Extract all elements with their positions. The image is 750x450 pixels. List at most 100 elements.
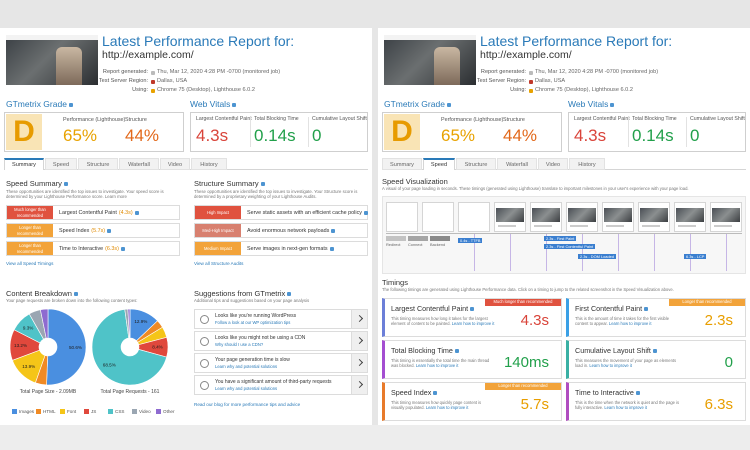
tab[interactable]: Structure bbox=[78, 158, 118, 170]
tab-label[interactable]: History bbox=[200, 162, 218, 168]
help-icon[interactable] bbox=[73, 292, 78, 297]
meta-value: Thu, Mar 12, 2020 4:28 PM -0700 (monitor… bbox=[157, 69, 281, 75]
section-title: GTmetrix Grade bbox=[384, 99, 451, 110]
meta-value: Chrome 75 (Desktop), Lighthouse 6.0.2 bbox=[157, 87, 255, 93]
suggestion-link[interactable]: Why should I use a CDN? bbox=[215, 342, 264, 347]
tab[interactable]: Waterfall bbox=[497, 158, 537, 170]
timeline-marker[interactable]: 2.3s - DOM Loaded bbox=[578, 253, 616, 260]
tab-label[interactable]: Waterfall bbox=[506, 162, 528, 168]
impact-badge-label: Much longer than recommended bbox=[14, 207, 46, 218]
tab[interactable]: Video bbox=[538, 158, 568, 170]
vitals-divider bbox=[628, 117, 629, 147]
timeline-marker[interactable]: 2.3s - First Paint bbox=[544, 235, 577, 242]
help-icon[interactable] bbox=[363, 210, 368, 215]
donut-segment bbox=[127, 308, 131, 339]
help-icon[interactable] bbox=[232, 102, 237, 107]
tab-label[interactable]: Summary bbox=[390, 162, 414, 168]
timing-card[interactable]: Total Blocking Time This timing is essent… bbox=[382, 340, 562, 379]
tab-label[interactable]: Speed bbox=[430, 162, 448, 168]
tab-label[interactable]: Structure bbox=[464, 162, 488, 168]
section-link[interactable]: Read our blog for more performance tips … bbox=[194, 402, 301, 407]
suggestion-link[interactable]: Learn why and potential solutions bbox=[215, 364, 278, 369]
phase-bar bbox=[430, 236, 450, 241]
suggestion-link[interactable]: Learn why and potential solutions bbox=[215, 386, 278, 391]
suggestion-arrow-button[interactable] bbox=[351, 354, 367, 372]
frame-text bbox=[606, 225, 624, 227]
tab-label[interactable]: Video bbox=[545, 162, 561, 168]
suggestion-link[interactable]: Follow a look at our WP optimization tip… bbox=[215, 320, 291, 325]
suggestion-arrow-button[interactable] bbox=[351, 332, 367, 350]
help-icon[interactable] bbox=[610, 102, 615, 107]
meta-value: Dallas, USA bbox=[157, 78, 188, 84]
help-icon[interactable] bbox=[433, 391, 438, 396]
timeline-marker[interactable]: 2.3s - First Contentful Paint bbox=[544, 243, 596, 250]
help-icon[interactable] bbox=[454, 349, 459, 354]
help-icon[interactable] bbox=[134, 210, 139, 215]
tab[interactable]: Speed bbox=[45, 158, 77, 170]
legend-item: HTML bbox=[36, 408, 60, 416]
summary-row-value: (5.7s) bbox=[91, 228, 106, 234]
tab-label[interactable]: Structure bbox=[86, 162, 110, 168]
tab-label[interactable]: History bbox=[578, 162, 596, 168]
legend-label: HTML bbox=[43, 409, 56, 414]
help-icon[interactable] bbox=[331, 228, 336, 233]
section-link[interactable]: View all Speed Timings bbox=[6, 261, 54, 266]
meta-icon bbox=[529, 70, 533, 75]
help-icon[interactable] bbox=[644, 307, 649, 312]
help-icon[interactable] bbox=[329, 246, 334, 251]
tab[interactable]: Waterfall bbox=[119, 158, 159, 170]
frame-hero bbox=[640, 208, 668, 222]
tab-label[interactable]: Waterfall bbox=[128, 162, 150, 168]
legend-label: JS bbox=[91, 409, 97, 414]
help-icon[interactable] bbox=[446, 102, 451, 107]
timing-card[interactable]: First Contentful Paint This is the amount… bbox=[566, 298, 746, 337]
tab[interactable]: Summary bbox=[382, 158, 422, 170]
help-icon[interactable] bbox=[287, 292, 292, 297]
report-panel: Latest Performance Report for: http://exa… bbox=[378, 28, 750, 425]
tab[interactable]: History bbox=[569, 158, 605, 170]
timing-card[interactable]: Cumulative Layout Shift This measures the… bbox=[566, 340, 746, 379]
tab-label[interactable]: Speed bbox=[52, 162, 70, 168]
impact-badge: Med-High Impact bbox=[195, 224, 241, 237]
frame-hero bbox=[496, 208, 524, 222]
suggestion-arrow-button[interactable] bbox=[351, 310, 367, 328]
tab-label[interactable]: Video bbox=[167, 162, 183, 168]
phase-label: Backend bbox=[430, 242, 446, 247]
help-icon[interactable] bbox=[68, 102, 73, 107]
timing-card[interactable]: Speed Index This timing measures how quic… bbox=[382, 382, 562, 421]
suggestion-icon bbox=[200, 315, 209, 324]
timing-card[interactable]: Time to Interactive This is the time when… bbox=[566, 382, 746, 421]
timing-description-text: This timing measures how quickly page co… bbox=[391, 400, 482, 411]
thumbnail bbox=[384, 35, 476, 85]
tab[interactable]: Summary bbox=[4, 158, 44, 170]
timeline-marker[interactable]: 6.3s - LCP bbox=[684, 253, 707, 260]
tab[interactable]: Speed bbox=[423, 158, 455, 170]
timing-card[interactable]: Largest Contentful Paint This timing meas… bbox=[382, 298, 562, 337]
help-icon[interactable] bbox=[63, 182, 68, 187]
tab-label[interactable]: Summary bbox=[12, 162, 36, 168]
help-icon[interactable] bbox=[652, 349, 657, 354]
help-icon[interactable] bbox=[470, 307, 475, 312]
tab[interactable]: Video bbox=[160, 158, 190, 170]
meta-icon bbox=[529, 88, 533, 93]
timing-value: 4.3s bbox=[520, 312, 549, 329]
help-icon[interactable] bbox=[635, 391, 640, 396]
legend-label: CSS bbox=[115, 409, 125, 414]
tab[interactable]: Structure bbox=[456, 158, 496, 170]
suggestion-arrow-button[interactable] bbox=[351, 376, 367, 394]
timing-description-text: This is the amount of time it takes for … bbox=[575, 316, 669, 327]
help-icon[interactable] bbox=[260, 182, 265, 187]
report-url: http://example.com/ bbox=[480, 49, 572, 61]
timing-description: This is the time when the network is qui… bbox=[575, 400, 679, 411]
tab[interactable]: History bbox=[191, 158, 227, 170]
vital-value: 4.3s bbox=[574, 126, 607, 145]
vital-label: Total Blocking Time bbox=[254, 116, 299, 122]
donut-charts: 50.6% 13.9% 13.2% 9.3% 12.9% 8.4% 68.5% bbox=[9, 308, 169, 386]
help-icon[interactable] bbox=[120, 246, 125, 251]
section-link[interactable]: View all Structure Audits bbox=[194, 261, 244, 266]
timeline-marker[interactable]: 0.4s - TTFB bbox=[458, 237, 483, 244]
filmstrip-frame bbox=[422, 202, 454, 232]
help-icon[interactable] bbox=[107, 228, 112, 233]
timing-badge: Longer than recommended bbox=[485, 383, 561, 390]
chevron bbox=[355, 380, 364, 389]
